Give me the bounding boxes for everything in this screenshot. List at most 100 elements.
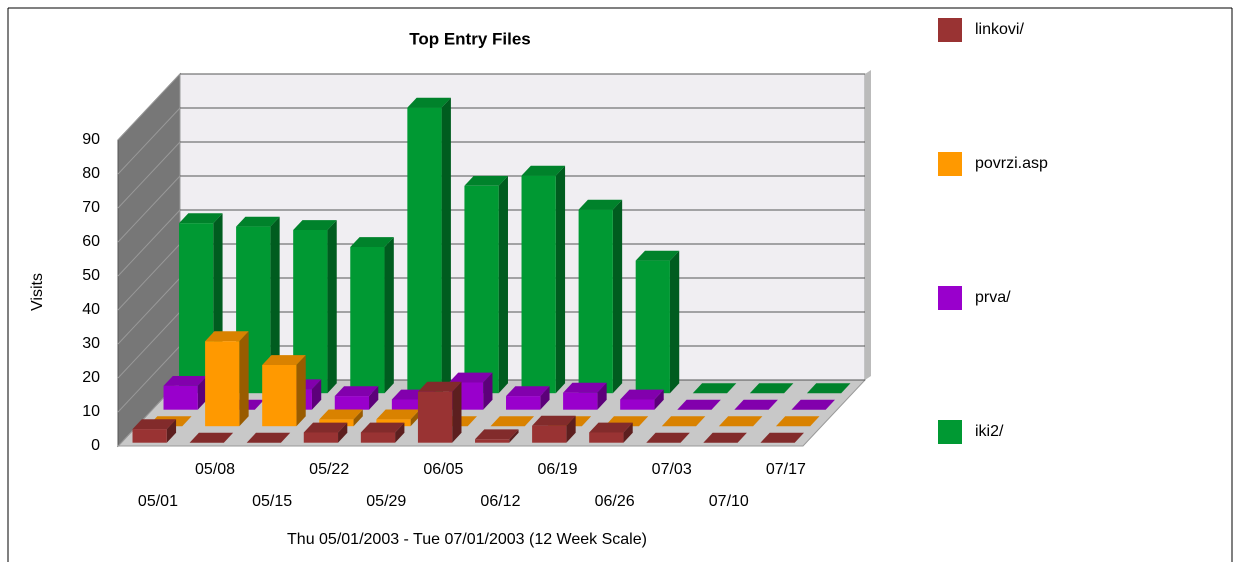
bar-top xyxy=(589,422,633,433)
bar-side xyxy=(483,372,493,410)
bar-side xyxy=(384,237,394,394)
grid-line xyxy=(117,175,181,243)
bar-side xyxy=(270,216,280,394)
legend-swatch xyxy=(938,420,962,444)
bar-side xyxy=(566,415,576,443)
y-tick-label: 30 xyxy=(82,335,100,352)
bar-top xyxy=(734,399,778,410)
bar-top xyxy=(563,382,607,393)
bar-top xyxy=(718,416,763,427)
bar-top xyxy=(791,399,835,410)
grid-line xyxy=(117,345,181,413)
bar-top xyxy=(703,432,747,443)
bar-side xyxy=(669,250,680,394)
bar-top xyxy=(677,399,721,410)
grid-line xyxy=(117,311,181,379)
y-tick-label: 10 xyxy=(82,403,100,420)
bar-side xyxy=(311,379,322,410)
y-tick-label: 90 xyxy=(82,131,100,148)
bar-top xyxy=(635,250,680,261)
bar-side xyxy=(597,382,607,410)
bar xyxy=(407,107,442,394)
x-axis-title: Thu 05/01/2003 - Tue 07/01/2003 (12 Week… xyxy=(287,531,647,548)
bar-top xyxy=(163,376,208,386)
right-edge xyxy=(865,70,871,380)
bar-top xyxy=(532,415,576,426)
bar-top xyxy=(490,416,535,427)
bar-side xyxy=(239,331,249,427)
bar-top xyxy=(464,175,508,186)
bar-side xyxy=(296,355,306,427)
bar xyxy=(635,260,670,394)
bar xyxy=(417,391,453,443)
bar-side xyxy=(441,97,451,394)
bar-top xyxy=(417,381,462,392)
y-tick-label: 40 xyxy=(82,301,100,318)
x-tick-label: 05/08 xyxy=(195,461,235,478)
bar xyxy=(391,399,427,410)
y-tick-label: 20 xyxy=(82,369,100,386)
bar xyxy=(464,185,499,394)
bar-side xyxy=(410,409,420,427)
bar-side xyxy=(612,199,623,394)
legend-swatch xyxy=(938,18,962,42)
bar-top xyxy=(334,386,379,397)
bar-top xyxy=(319,409,363,420)
bar-top xyxy=(303,422,348,433)
x-tick-label: 07/10 xyxy=(709,493,749,510)
bar-side xyxy=(555,165,566,394)
bar-top xyxy=(749,383,794,394)
bar xyxy=(506,396,541,410)
x-tick-label: 07/03 xyxy=(652,461,692,478)
legend-swatch xyxy=(938,286,962,310)
y-tick-label: 0 xyxy=(91,437,100,454)
bar-top xyxy=(521,165,566,176)
legend-label: povrzi.asp xyxy=(975,155,1048,172)
bar-side xyxy=(338,422,348,443)
bar-top xyxy=(475,429,519,440)
bar-top xyxy=(806,383,851,394)
bar-top xyxy=(132,419,177,430)
bar-top xyxy=(350,237,394,247)
bar-side xyxy=(395,422,405,443)
grid-line xyxy=(117,209,181,277)
bar-top xyxy=(661,416,706,427)
bar-side xyxy=(166,419,177,443)
bar xyxy=(205,341,240,427)
bar xyxy=(303,432,339,443)
bar-side xyxy=(369,386,379,410)
y-tick-label: 80 xyxy=(82,165,100,182)
bar xyxy=(262,365,297,427)
bar-top xyxy=(775,416,820,427)
bar xyxy=(578,209,613,394)
x-tick-label: 05/01 xyxy=(138,493,178,510)
grid-line xyxy=(117,107,181,175)
x-tick-label: 05/22 xyxy=(309,461,349,478)
bar xyxy=(350,247,385,394)
x-tick-label: 06/26 xyxy=(595,493,635,510)
bar-top xyxy=(376,409,420,420)
bar-top xyxy=(578,199,623,210)
y-tick-label: 50 xyxy=(82,267,100,284)
x-tick-label: 06/05 xyxy=(423,461,463,478)
x-tick-label: 05/29 xyxy=(366,493,406,510)
bar xyxy=(521,175,556,394)
bar-side xyxy=(452,381,462,443)
legend-swatch xyxy=(938,152,962,176)
x-tick-label: 06/19 xyxy=(538,461,578,478)
bar xyxy=(475,439,510,443)
y-tick-label: 60 xyxy=(82,233,100,250)
bar xyxy=(589,432,624,443)
y-axis-title: Visits xyxy=(29,273,46,311)
bar-top xyxy=(646,432,690,443)
bar-top xyxy=(448,372,493,383)
grid-line xyxy=(117,277,181,345)
bar xyxy=(163,385,198,410)
bar-side xyxy=(197,376,208,410)
bar-top xyxy=(360,422,405,433)
bar-side xyxy=(654,389,664,410)
bar xyxy=(360,432,396,443)
bar-side xyxy=(327,220,337,394)
bar-top xyxy=(692,383,737,394)
